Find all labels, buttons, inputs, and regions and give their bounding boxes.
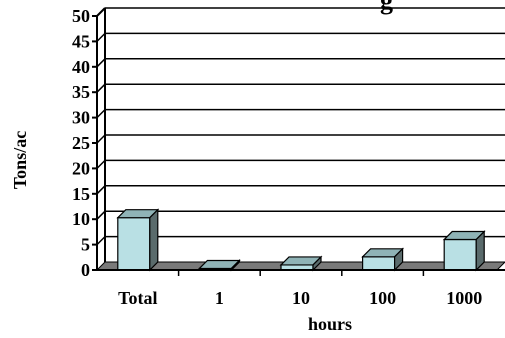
x-tick-label: 100 (369, 288, 396, 308)
y-tick-label: 35 (72, 82, 90, 102)
x-tick-label: 1 (215, 288, 224, 308)
gridline-diagonal (96, 210, 106, 220)
bar-front (117, 217, 151, 271)
bar-side (312, 255, 322, 272)
y-tick-label: 0 (81, 260, 90, 280)
x-tick-label: Total (118, 288, 157, 308)
gridline-diagonal (96, 32, 106, 42)
y-tick-label: 45 (72, 31, 90, 51)
y-tick-label: 40 (72, 57, 90, 77)
y-tick-label: 25 (72, 133, 90, 153)
y-tick-label: 10 (72, 209, 90, 229)
bar (361, 247, 405, 272)
x-tick-label: 1000 (446, 288, 482, 308)
x-axis-label: hours (308, 314, 352, 333)
bar-front (443, 238, 477, 271)
y-tick-labels: 0 5 10 15 20 25 30 35 40 45 50 (72, 6, 90, 280)
bar (442, 230, 486, 272)
y-axis-top-edge (96, 7, 106, 17)
y-axis-label: Tons/ac (10, 131, 30, 189)
gridline-diagonal (96, 159, 106, 169)
bar (197, 259, 241, 272)
bar (116, 208, 160, 272)
axes (92, 7, 505, 276)
bars (116, 208, 486, 272)
y-tick-label: 15 (72, 184, 90, 204)
bar-front (362, 256, 396, 271)
x-tick-labels: Total 1 10 100 1000 (118, 288, 482, 308)
chart-title-fragment: g (380, 0, 393, 15)
bar-side (149, 208, 159, 272)
gridline-diagonal (96, 109, 106, 119)
bar-side (475, 230, 485, 272)
bar-side (394, 247, 404, 272)
gridline-diagonal (96, 58, 106, 68)
gridline-diagonal (96, 83, 106, 93)
x-tick-label: 10 (292, 288, 310, 308)
bar (279, 255, 323, 272)
gridline-diagonal (96, 185, 106, 195)
gridline-diagonal (96, 236, 106, 246)
gridline-diagonal (96, 134, 106, 144)
y-tick-label: 20 (72, 158, 90, 178)
y-tick-label: 5 (81, 235, 90, 255)
y-tick-label: 30 (72, 108, 90, 128)
y-tick-label: 50 (72, 6, 90, 26)
